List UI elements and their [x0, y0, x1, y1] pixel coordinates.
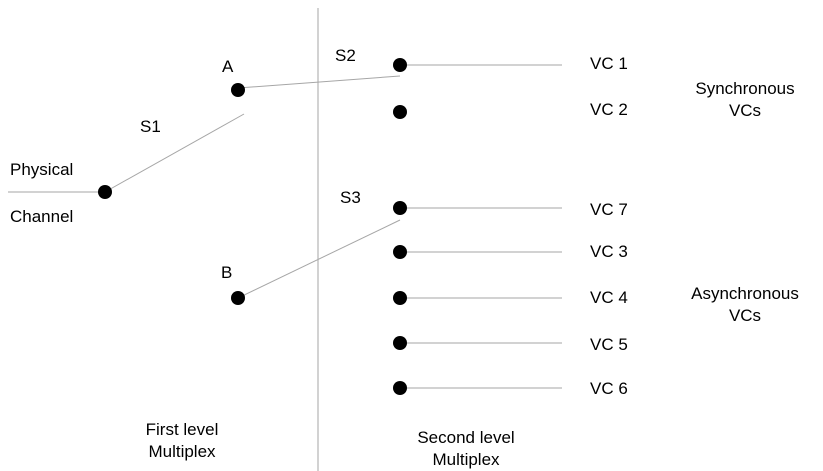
switch-s2-arm	[237, 75, 401, 89]
vc4-node	[393, 291, 407, 305]
vc1-label: VC 1	[590, 54, 628, 73]
switch-s1-arm	[104, 113, 245, 193]
vc4-label: VC 4	[590, 288, 628, 307]
vc5-label: VC 5	[590, 335, 628, 354]
vc6-label: VC 6	[590, 379, 628, 398]
node-b-label: B	[221, 263, 233, 282]
physical-channel-label-2: Channel	[10, 207, 74, 226]
vc3-node	[393, 245, 407, 259]
node-a	[231, 83, 245, 97]
second-level-label-1: Second level	[417, 428, 515, 447]
synchronous-label-1: Synchronous	[695, 79, 795, 98]
asynchronous-label-2: VCs	[728, 306, 762, 325]
vc7-node	[393, 201, 407, 215]
vc6-node	[393, 381, 407, 395]
second-level-label-2: Multiplex	[432, 450, 500, 469]
vc2-node	[393, 105, 407, 119]
physical-channel-node	[98, 185, 112, 199]
node-b	[231, 291, 245, 305]
vc2-label: VC 2	[590, 100, 628, 119]
vc5-node	[393, 336, 407, 350]
first-level-label-2: Multiplex	[148, 442, 216, 461]
vc1-node	[393, 58, 407, 72]
switch-s3-label: S3	[340, 188, 361, 207]
asynchronous-label-1: Asynchronous	[691, 284, 799, 303]
vc7-label: VC 7	[590, 200, 628, 219]
vc3-label: VC 3	[590, 242, 628, 261]
physical-channel-label-1: Physical	[10, 160, 74, 179]
switch-s1-label: S1	[140, 117, 161, 136]
switch-s3-arm	[237, 219, 401, 299]
first-level-label-1: First level	[145, 420, 219, 439]
node-a-label: A	[222, 57, 234, 76]
synchronous-label-2: VCs	[728, 101, 762, 120]
switch-s2-label: S2	[335, 46, 356, 65]
